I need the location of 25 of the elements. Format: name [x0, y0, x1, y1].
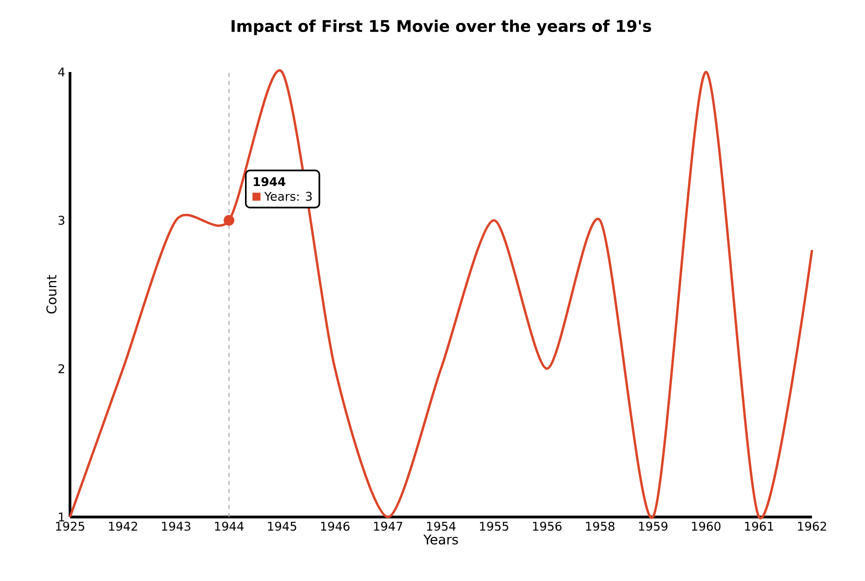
x-tick-label: 1960 — [692, 522, 720, 531]
x-tick-label: 1946 — [321, 522, 350, 531]
x-tick-label: 1956 — [533, 522, 562, 531]
x-tick-label: 1925 — [56, 522, 84, 531]
chart-title: Impact of First 15 Movie over the years of 19's — [232, 20, 652, 36]
x-tick-label: 1959 — [639, 522, 668, 531]
x-axis-title: Years — [423, 534, 458, 544]
x-tick-label: 1958 — [586, 522, 614, 531]
x-tick-label: 1942 — [109, 522, 138, 531]
annotation: Years: 3 — [264, 192, 312, 201]
x-tick-label: 1943 — [162, 522, 190, 531]
x-tick-label: 1944 — [215, 522, 244, 531]
x-tick-label: 1962 — [798, 522, 826, 531]
y-axis-title: Count — [46, 275, 57, 314]
annotation: 1944 — [254, 177, 286, 186]
x-tick-label: 1955 — [480, 522, 508, 531]
x-tick-label: 1947 — [374, 522, 402, 531]
y-tick-label: 1 — [58, 512, 64, 522]
x-tick-label: 1945 — [268, 522, 296, 531]
y-tick-label: 2 — [58, 364, 64, 374]
x-tick-label: 1954 — [427, 522, 456, 531]
x-tick-label: 1961 — [745, 522, 774, 531]
y-tick-label: 3 — [58, 216, 64, 225]
line-series — [68, 70, 814, 518]
y-tick-label: 4 — [58, 68, 65, 76]
